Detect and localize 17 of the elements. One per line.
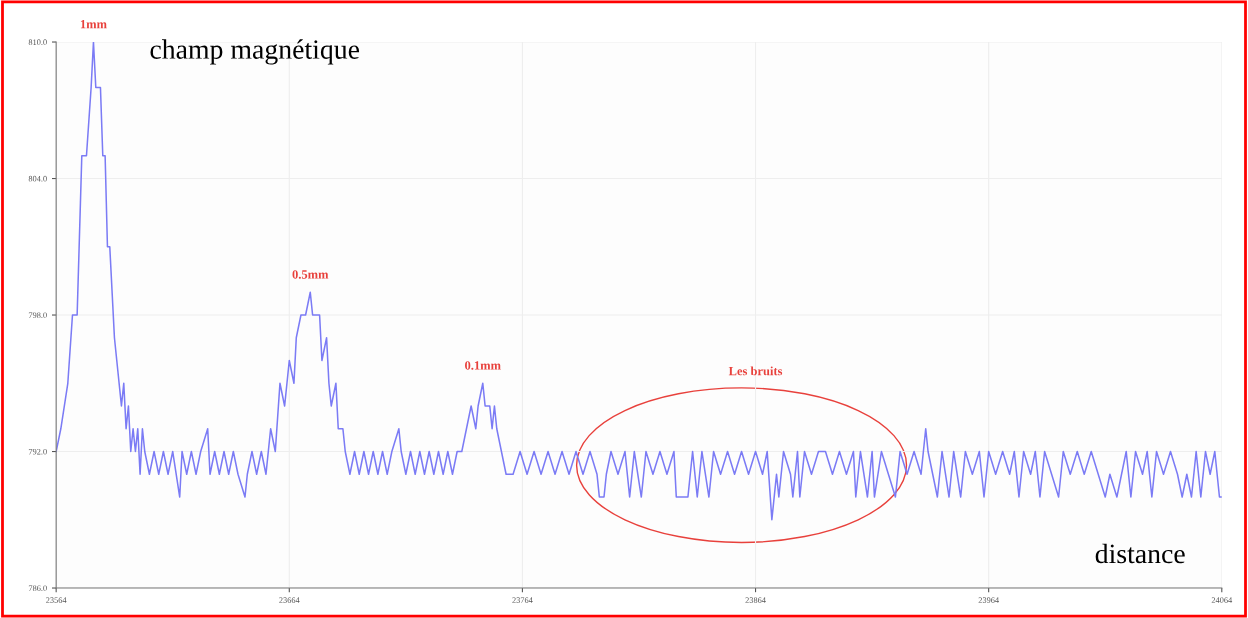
y-tick-label: 810.0 <box>28 39 47 46</box>
x-tick-label: 23564 <box>46 597 67 603</box>
y-tick-label: 786.0 <box>28 585 47 592</box>
y-axis-title: champ magnétique <box>150 39 360 65</box>
x-tick-label: 23664 <box>279 597 300 603</box>
x-tick-label: 23864 <box>745 597 766 603</box>
x-tick-label: 24064 <box>1211 597 1233 603</box>
annotation: 0.1mm <box>465 361 501 370</box>
x-tick-label: 23964 <box>978 597 999 603</box>
annotation: 0.5mm <box>292 270 329 279</box>
annotation: Les bruits <box>728 366 783 376</box>
annotation: 1mm <box>80 20 107 29</box>
y-tick-label: 798.0 <box>28 312 47 319</box>
x-axis-title: distance <box>1095 543 1185 564</box>
x-tick-label: 23764 <box>512 597 533 603</box>
y-tick-label: 804.0 <box>28 175 47 182</box>
y-tick-label: 792.0 <box>28 448 47 455</box>
